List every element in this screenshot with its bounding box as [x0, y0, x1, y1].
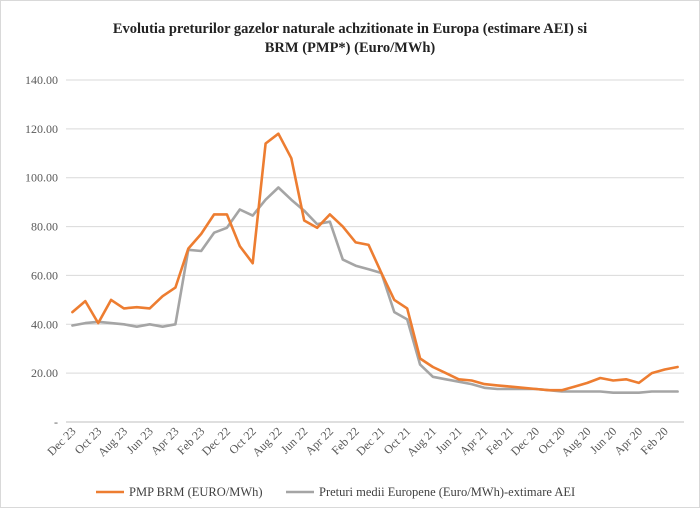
x-tick-label: Dec 20 — [508, 424, 542, 458]
x-tick-label: Aug 20 — [558, 424, 593, 459]
y-tick-label: 80.00 — [31, 220, 58, 234]
chart-title-line-2: BRM (PMP*) (Euro/MWh) — [264, 40, 436, 56]
legend-label: PMP BRM (EURO/MWh) — [129, 485, 263, 499]
chart-title-line-1: Evolutia preturilor gazelor naturale ach… — [112, 21, 588, 37]
y-tick-label: - — [54, 415, 58, 429]
x-tick-label: Apr 23 — [148, 424, 182, 458]
y-tick-label: 60.00 — [31, 268, 58, 282]
x-tick-label: Apr 22 — [302, 424, 336, 458]
x-tick-label: Aug 23 — [95, 424, 130, 459]
gridlines — [66, 79, 684, 423]
y-tick-label: 20.00 — [31, 366, 58, 380]
legend: PMP BRM (EURO/MWh) Preturi medii Europene… — [96, 485, 575, 499]
x-tick-label: Feb 20 — [638, 424, 671, 457]
x-tick-label: Apr 20 — [611, 424, 645, 458]
series-lines — [71, 132, 679, 395]
x-tick-label: Aug 22 — [249, 424, 284, 459]
y-axis-ticks: - 20.00 40.00 60.00 80.00 100.00 120.00 140.00 — [25, 73, 58, 429]
y-tick-label: 40.00 — [31, 317, 58, 331]
y-tick-label: 100.00 — [25, 171, 58, 185]
series-line-pmp-brm — [71, 132, 679, 392]
x-tick-label: Dec 21 — [353, 424, 387, 458]
y-tick-label: 120.00 — [25, 122, 58, 136]
x-tick-label: Aug 21 — [404, 424, 439, 459]
legend-label: Preturi medii Europene (Euro/MWh)-extima… — [319, 485, 575, 499]
y-tick-label: 140.00 — [25, 73, 58, 87]
x-tick-label: Apr 21 — [457, 424, 491, 458]
x-tick-label: Dec 23 — [44, 424, 78, 458]
x-tick-label: Dec 22 — [199, 424, 233, 458]
chart-title: Evolutia preturilor gazelor naturale ach… — [0, 20, 700, 58]
series-line-european-average — [71, 186, 679, 395]
